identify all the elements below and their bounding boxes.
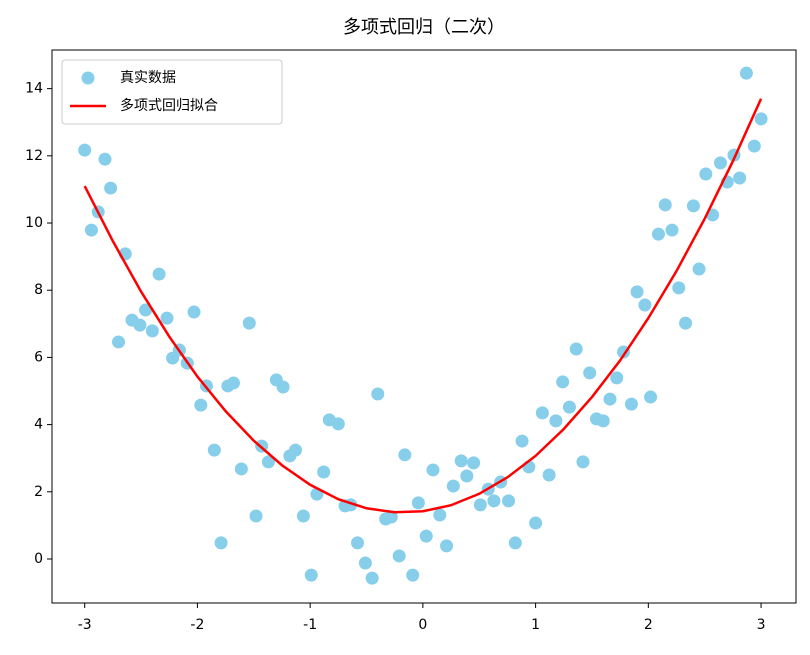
plot-frame	[51, 49, 797, 604]
point	[473, 498, 487, 512]
point	[467, 456, 481, 470]
y-tick-label: 14	[25, 81, 43, 97]
point	[733, 171, 747, 185]
point	[398, 448, 412, 462]
point	[296, 509, 310, 523]
point	[630, 285, 644, 299]
point	[384, 510, 398, 524]
y-tick-label: 2	[34, 484, 43, 500]
point	[747, 139, 761, 153]
point	[249, 509, 263, 523]
point	[276, 380, 290, 394]
point	[304, 568, 318, 582]
point	[679, 316, 693, 330]
point	[624, 397, 638, 411]
point	[133, 318, 147, 332]
point	[371, 387, 385, 401]
point	[699, 167, 713, 181]
point	[234, 462, 248, 476]
x-tick-label: 2	[644, 617, 653, 633]
point	[226, 376, 240, 390]
point	[508, 536, 522, 550]
point	[78, 143, 92, 157]
point	[686, 199, 700, 213]
point	[610, 371, 624, 385]
point	[638, 298, 652, 312]
point	[160, 311, 174, 325]
point	[288, 443, 302, 457]
y-tick-label: 10	[25, 215, 43, 231]
point	[145, 324, 159, 338]
x-tick-label: -1	[303, 617, 317, 633]
point	[713, 156, 727, 170]
point	[446, 479, 460, 493]
point	[419, 529, 433, 543]
point	[84, 223, 98, 237]
x-tick-label: 3	[757, 617, 766, 633]
point	[207, 443, 221, 457]
point	[569, 342, 583, 356]
point	[139, 303, 153, 317]
point	[596, 414, 610, 428]
y-tick-label: 12	[25, 148, 43, 164]
point	[426, 463, 440, 477]
point	[487, 494, 501, 508]
point	[529, 516, 543, 530]
legend-label: 真实数据	[120, 70, 176, 86]
point	[672, 281, 686, 295]
point	[658, 198, 672, 212]
point	[98, 152, 112, 166]
y-tick-label: 4	[34, 417, 43, 433]
point	[194, 398, 208, 412]
point	[454, 454, 468, 468]
point	[365, 571, 379, 585]
y-tick-label: 8	[34, 282, 43, 298]
fit-line	[83, 98, 763, 514]
x-tick-label: -2	[190, 617, 204, 633]
point	[261, 455, 275, 469]
point	[542, 468, 556, 482]
point	[754, 112, 768, 126]
point	[535, 406, 549, 420]
point	[214, 536, 228, 550]
point	[350, 536, 364, 550]
legend-marker	[81, 71, 95, 85]
point	[411, 496, 425, 510]
legend-label: 多项式回归拟合	[120, 97, 218, 114]
point	[242, 316, 256, 330]
point	[433, 508, 447, 522]
point	[502, 494, 516, 508]
point	[603, 392, 617, 406]
point	[576, 455, 590, 469]
point	[317, 465, 331, 479]
point	[152, 267, 166, 281]
x-tick-label: 1	[531, 617, 540, 633]
chart-title: 多项式回归（二次）	[343, 17, 505, 38]
point	[406, 568, 420, 582]
point	[583, 366, 597, 380]
point	[515, 434, 529, 448]
point	[556, 375, 570, 389]
point	[665, 223, 679, 237]
legend-box	[61, 59, 283, 125]
point	[440, 539, 454, 553]
point	[112, 335, 126, 349]
point	[187, 305, 201, 319]
point	[739, 66, 753, 80]
point	[651, 227, 665, 241]
x-tick-label: 0	[418, 617, 427, 633]
point	[692, 262, 706, 276]
point	[460, 469, 474, 483]
point	[104, 181, 118, 195]
point	[644, 390, 658, 404]
point	[392, 549, 406, 563]
point	[358, 556, 372, 570]
point	[331, 417, 345, 431]
x-tick-label: -3	[78, 617, 92, 633]
y-tick-label: 6	[34, 349, 43, 365]
y-tick-label: 0	[34, 551, 43, 567]
point	[549, 414, 563, 428]
point	[562, 400, 576, 414]
